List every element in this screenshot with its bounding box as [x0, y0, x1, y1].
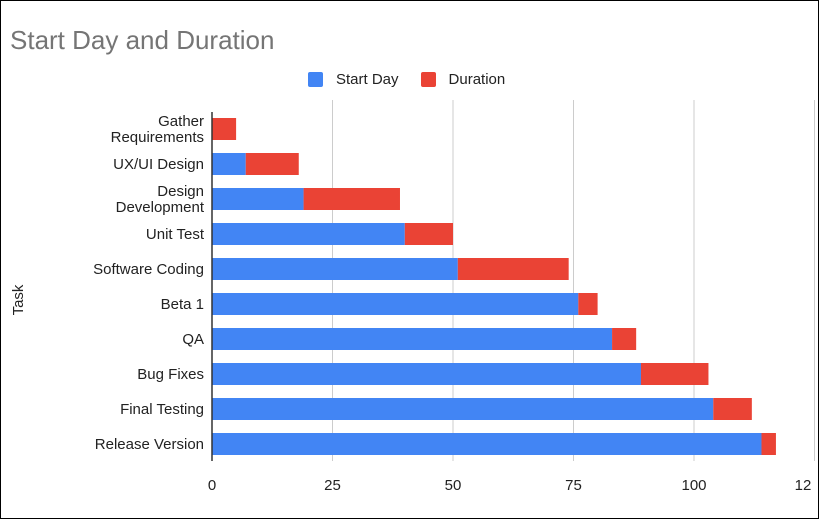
legend-item-start-day[interactable]: Start Day — [308, 71, 399, 88]
y-tick-label-5: Beta 1 — [161, 296, 204, 313]
bar-duration-4 — [457, 258, 569, 280]
bar-start-day-4 — [212, 258, 458, 280]
bar-duration-1 — [245, 153, 299, 175]
x-tick-label-5: 12 — [795, 477, 812, 494]
bar-duration-6 — [612, 328, 637, 350]
legend-label-duration: Duration — [448, 71, 506, 88]
legend-swatch-duration — [420, 72, 436, 87]
y-axis-title: Task — [10, 284, 27, 315]
y-tick-label-0-line-1: Requirements — [111, 129, 204, 146]
bar-start-day-5 — [212, 293, 579, 315]
y-tick-label-7: Bug Fixes — [137, 366, 204, 383]
y-tick-label-8: Final Testing — [120, 401, 204, 418]
bar-duration-2 — [303, 188, 400, 210]
y-tick-label-1: UX/UI Design — [113, 156, 204, 173]
y-tick-label-0-line-0: Gather — [158, 113, 204, 130]
chart-title: Start Day and Duration — [10, 25, 275, 55]
chart-legend: Start Day Duration — [308, 71, 527, 88]
y-tick-label-2-line-0: Design — [157, 183, 204, 200]
bar-start-day-7 — [212, 363, 641, 385]
bar-start-day-9 — [212, 433, 762, 455]
x-tick-label-2: 50 — [445, 477, 462, 494]
bar-start-day-1 — [212, 153, 246, 175]
y-tick-label-9: Release Version — [95, 436, 204, 453]
bar-duration-3 — [404, 223, 453, 245]
legend-swatch-start-day — [308, 72, 323, 87]
bar-duration-9 — [761, 433, 776, 455]
bar-duration-7 — [640, 363, 709, 385]
x-tick-label-3: 75 — [565, 477, 582, 494]
bar-start-day-8 — [212, 398, 714, 420]
legend-label-start-day: Start Day — [336, 71, 399, 88]
bar-duration-0 — [212, 118, 237, 140]
y-tick-label-3: Unit Test — [146, 226, 205, 243]
y-tick-label-2-line-1: Development — [116, 199, 205, 216]
legend-item-duration[interactable]: Duration — [420, 71, 506, 88]
bar-start-day-2 — [212, 188, 304, 210]
bar-start-day-6 — [212, 328, 613, 350]
x-tick-label-1: 25 — [324, 477, 341, 494]
x-tick-label-0: 0 — [208, 477, 216, 494]
bar-start-day-3 — [212, 223, 405, 245]
x-tick-label-4: 100 — [681, 477, 706, 494]
y-tick-label-6: QA — [182, 331, 204, 348]
bar-duration-5 — [578, 293, 598, 315]
y-tick-label-4: Software Coding — [93, 261, 204, 278]
bar-duration-8 — [713, 398, 752, 420]
